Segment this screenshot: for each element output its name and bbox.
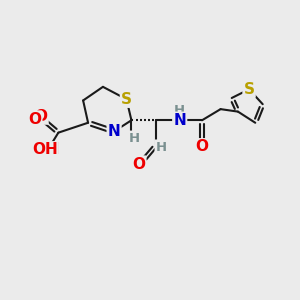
Text: S: S [121,92,132,107]
Text: H: H [174,104,185,117]
Text: H: H [156,140,167,154]
Text: H: H [128,132,140,145]
Text: N: N [108,124,121,139]
Text: OH: OH [34,142,60,158]
Text: S: S [244,82,255,97]
Text: N: N [173,113,186,128]
Text: O: O [196,139,208,154]
Text: OH: OH [32,142,58,158]
Text: O: O [34,109,47,124]
Text: O: O [132,157,146,172]
Text: O: O [28,112,41,127]
